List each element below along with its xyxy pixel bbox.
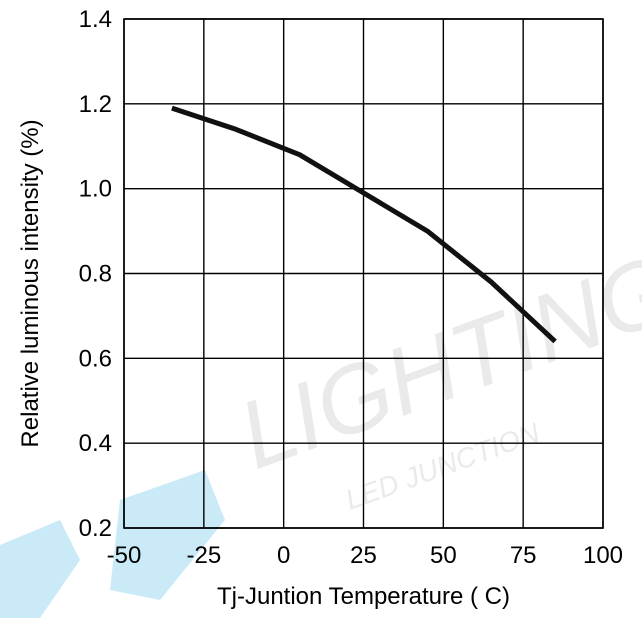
y-tick-label: 0.2 <box>79 515 112 542</box>
grid <box>123 18 604 529</box>
x-axis-label: Tj-Juntion Temperature ( C) <box>217 583 510 610</box>
x-tick-label: -50 <box>107 542 142 569</box>
x-tick-label: 25 <box>350 542 377 569</box>
x-tick-label: 75 <box>510 542 537 569</box>
y-tick-label: 0.4 <box>79 430 112 457</box>
plot-frame <box>123 18 604 529</box>
y-tick-label: 1.0 <box>79 176 112 203</box>
series-line <box>171 105 557 344</box>
watermark-text: LIGHTING <box>226 234 642 490</box>
x-tick-label: -25 <box>186 542 221 569</box>
watermark-logo-shape <box>0 520 80 618</box>
y-tick-label: 1.4 <box>79 6 112 33</box>
y-tick-label: 0.6 <box>79 345 112 372</box>
y-axis-label: Relative luminous intensity (%) <box>17 119 44 447</box>
x-tick-label: 50 <box>430 542 457 569</box>
series-layer <box>171 105 557 344</box>
tick-labels: -50 -25 0 25 50 75 100 0.2 0.4 0.6 0.8 1.0 1.2 1.4 <box>79 6 623 569</box>
y-tick-label: 1.2 <box>79 91 112 118</box>
watermark-logo-shape <box>110 470 225 600</box>
y-tick-label: 0.8 <box>79 261 112 288</box>
x-tick-label: 100 <box>583 542 623 569</box>
x-tick-label: 0 <box>277 542 290 569</box>
